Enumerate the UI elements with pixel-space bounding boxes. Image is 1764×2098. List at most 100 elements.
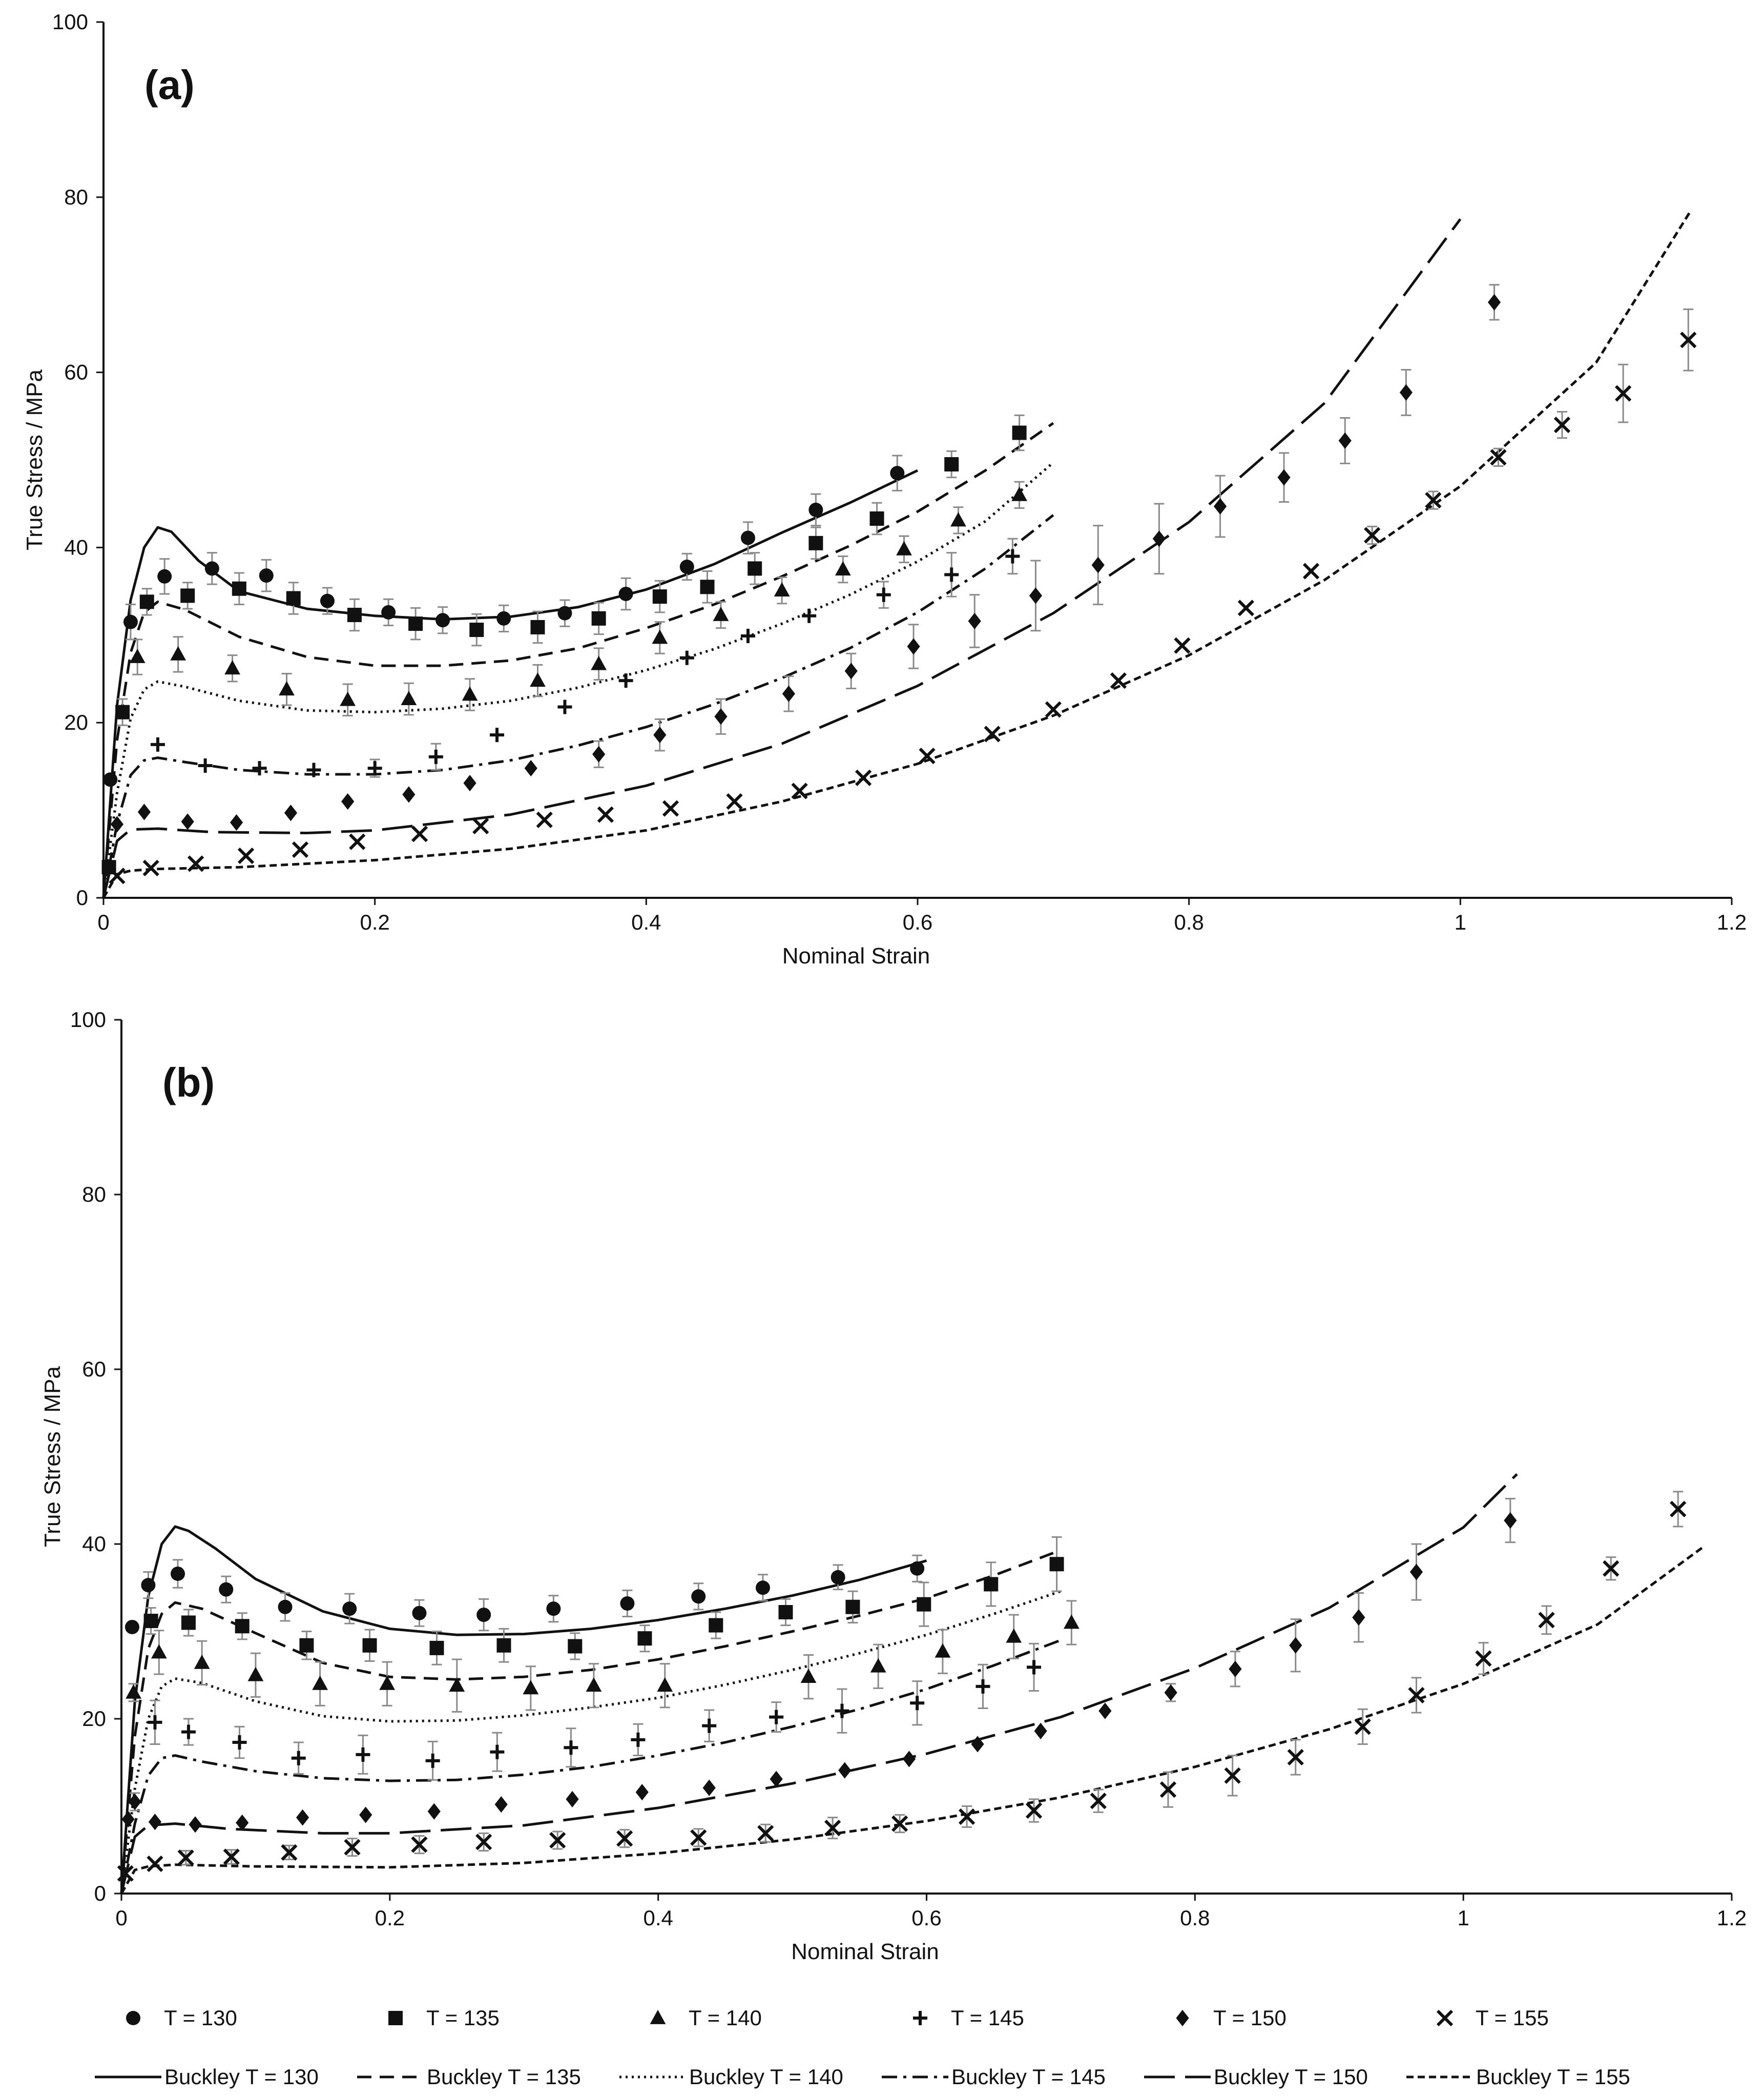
data-point xyxy=(143,1614,158,1629)
data-point xyxy=(379,1675,395,1690)
legend-label: Buckley T = 150 xyxy=(1214,2065,1368,2089)
legend-label: T = 135 xyxy=(426,2006,500,2030)
data-point xyxy=(281,1844,298,1861)
series-t-135 xyxy=(101,414,1027,875)
data-point xyxy=(1159,1781,1177,1798)
data-point xyxy=(137,804,151,820)
data-point xyxy=(1224,1767,1241,1784)
data-point xyxy=(356,1747,370,1762)
data-point xyxy=(349,833,366,850)
data-point xyxy=(1110,672,1127,689)
data-point xyxy=(618,586,633,601)
data-point xyxy=(1352,1609,1365,1626)
data-point xyxy=(690,1829,707,1846)
data-point xyxy=(652,629,668,644)
series-t-145 xyxy=(150,538,1020,778)
data-point xyxy=(148,1814,162,1830)
y-tick-label: 100 xyxy=(52,10,88,34)
data-point xyxy=(1006,1628,1022,1643)
legend-label: Buckley T = 140 xyxy=(689,2065,843,2089)
y-tick-label: 80 xyxy=(64,185,88,209)
data-point xyxy=(494,1796,508,1813)
data-point xyxy=(824,1820,841,1837)
data-point xyxy=(652,589,667,604)
data-point xyxy=(237,847,255,865)
data-point xyxy=(802,608,817,623)
y-tick-label: 60 xyxy=(64,360,88,384)
legend-label: Buckley T = 145 xyxy=(951,2065,1106,2089)
x-tick-label: 1 xyxy=(1455,910,1466,934)
data-point xyxy=(472,817,489,834)
data-point xyxy=(769,1710,784,1724)
data-point xyxy=(691,1589,706,1604)
data-point xyxy=(402,786,416,803)
data-point xyxy=(549,1832,566,1849)
legend-item-buckley-t-145: Buckley T = 145 xyxy=(882,2065,1106,2089)
data-point xyxy=(1229,1660,1242,1677)
data-point xyxy=(342,1601,357,1616)
legend-item-t-145: T = 145 xyxy=(913,2006,1024,2030)
data-point xyxy=(950,512,966,527)
fit-line-buckley-t-130 xyxy=(120,1525,927,1894)
data-point xyxy=(462,686,478,701)
legend-item-buckley-t-150: Buckley T = 150 xyxy=(1144,2065,1368,2089)
data-point xyxy=(592,746,606,763)
data-point xyxy=(557,606,572,621)
data-point xyxy=(1289,1637,1302,1654)
x-tick-label: 0.4 xyxy=(631,910,661,934)
data-point xyxy=(157,569,172,584)
data-point xyxy=(1490,449,1507,466)
data-point xyxy=(219,1582,234,1597)
x-tick-label: 0.4 xyxy=(643,1906,673,1930)
legend-item-t-155: T = 155 xyxy=(1436,2006,1549,2030)
data-point xyxy=(123,614,138,629)
legend-label: Buckley T = 130 xyxy=(164,2065,319,2089)
legend-item-buckley-t-130: Buckley T = 130 xyxy=(95,2065,319,2089)
data-point xyxy=(425,1753,440,1768)
data-point xyxy=(591,655,607,670)
series-t-140 xyxy=(129,481,1028,717)
data-point xyxy=(171,1566,185,1581)
data-point xyxy=(312,1675,328,1690)
data-point xyxy=(679,559,694,574)
data-point xyxy=(1034,1722,1047,1739)
data-point xyxy=(1045,701,1062,718)
data-point xyxy=(1670,1500,1687,1517)
x-tick-label: 0.8 xyxy=(1180,1906,1210,1930)
data-point xyxy=(1027,1660,1042,1675)
data-point xyxy=(367,761,382,776)
series-t-150 xyxy=(121,1497,1517,1833)
data-point xyxy=(831,1570,845,1585)
data-point xyxy=(808,536,823,550)
data-point xyxy=(910,1696,925,1711)
data-point xyxy=(523,1680,539,1695)
data-point xyxy=(971,1736,984,1753)
data-point xyxy=(1025,1802,1043,1819)
y-tick-label: 60 xyxy=(82,1357,106,1381)
data-point xyxy=(1277,469,1291,486)
data-point xyxy=(597,806,614,823)
data-point xyxy=(359,1806,372,1823)
data-point xyxy=(187,855,204,872)
data-point xyxy=(124,1619,139,1634)
data-point xyxy=(653,727,667,744)
data-point xyxy=(381,605,396,620)
data-point xyxy=(958,1808,976,1825)
data-point xyxy=(340,691,356,706)
data-point xyxy=(435,613,450,628)
data-point xyxy=(890,466,905,481)
data-point xyxy=(869,511,884,526)
data-point xyxy=(259,568,274,583)
data-point xyxy=(121,1811,135,1828)
data-point xyxy=(919,748,936,765)
legend-item-t-135: T = 135 xyxy=(388,2006,500,2030)
data-point xyxy=(496,1638,511,1653)
data-point xyxy=(1680,332,1697,348)
data-point xyxy=(1237,600,1255,616)
data-point xyxy=(427,1803,441,1820)
data-point xyxy=(204,561,219,576)
data-point xyxy=(247,1667,264,1681)
data-point xyxy=(181,1615,196,1630)
panel-a-chart: 0 0.2 0.4 0.6 0.8 1 1.2 0 20 40 60 80 100 Nominal Str… xyxy=(22,10,1747,969)
y-tick-label: 0 xyxy=(94,1881,106,1905)
